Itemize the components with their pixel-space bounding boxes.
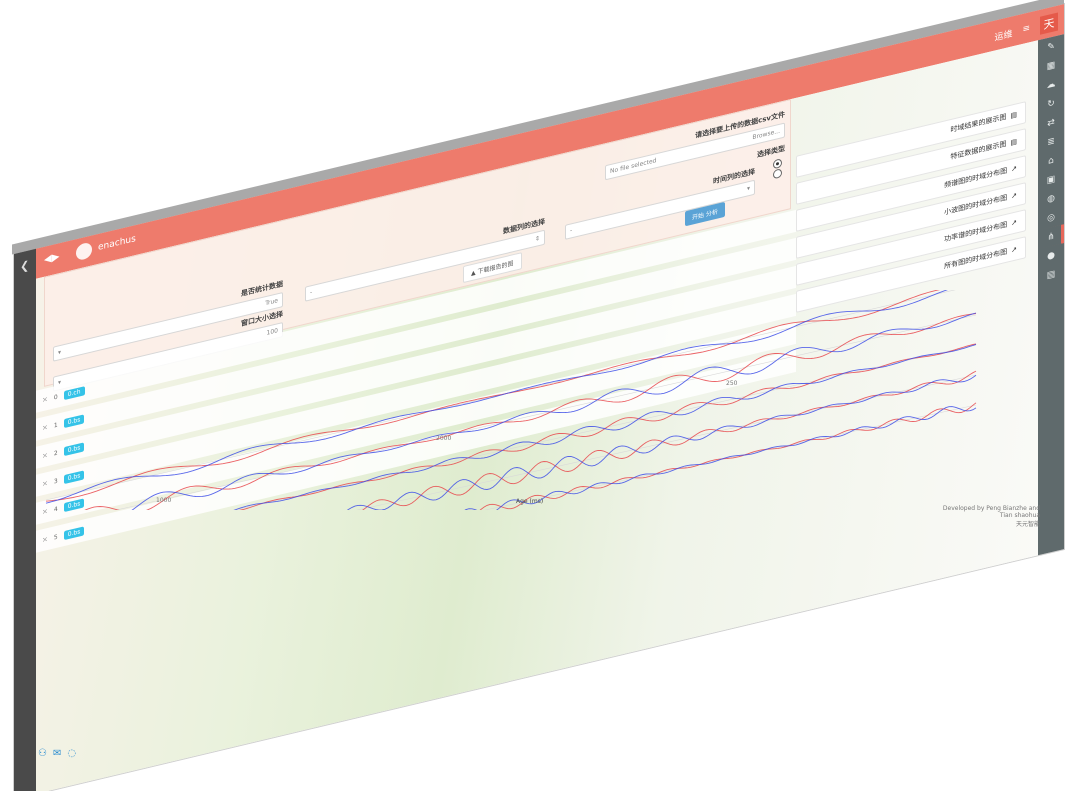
left-rail: ❮ xyxy=(14,248,36,791)
band-frame xyxy=(356,374,977,510)
series-line xyxy=(346,374,977,510)
series-line xyxy=(239,343,977,510)
close-icon[interactable]: × xyxy=(42,534,48,545)
footer-sub: 天元智能 xyxy=(1015,521,1040,528)
band-frame xyxy=(115,314,977,510)
band-frame xyxy=(483,404,977,510)
series-line xyxy=(479,402,977,510)
footer: Developed by Peng Bianzhe and Tian shaoh… xyxy=(930,505,1040,528)
line-chart-icon: ↗ xyxy=(1011,191,1017,201)
line-chart-icon: ↗ xyxy=(1011,218,1017,228)
chevron-left-icon[interactable]: ❮ xyxy=(20,258,30,274)
band-frame xyxy=(45,290,956,501)
series-line xyxy=(464,406,977,510)
chart-type-label: 小波图的时域分布图 xyxy=(944,193,1008,217)
bottom-icons: ⚇ ✉ ◌ xyxy=(38,748,76,759)
chart-type-label: 特征数据的展示图 xyxy=(950,139,1007,162)
band-frame xyxy=(233,344,977,510)
chart-type-label: 功率谱的时域分布图 xyxy=(944,220,1008,244)
chart-type-list: 时域结果的展示图 ▤ 特征数据的展示图 ▤ 频谱图的时域分布图 ↗ 小波图的时域分布图 ↗ 功率… xyxy=(796,101,1026,318)
x-tick-label: 250 xyxy=(726,380,738,387)
line-chart-icon: ↗ xyxy=(1011,164,1017,174)
type-radio-2[interactable] xyxy=(773,168,782,180)
line-chart: 1000 2000 250 xyxy=(45,290,977,510)
chart-type-label: 所有图的时域分布图 xyxy=(944,247,1008,271)
series-index: 5 xyxy=(53,533,58,542)
chart-xlabel: Age (ms) xyxy=(516,498,544,505)
series-line xyxy=(131,312,977,510)
series-line xyxy=(233,343,977,510)
x-tick-label: 1000 xyxy=(156,497,171,504)
footer-credit: Developed by Peng Bianzhe and Tian shaoh… xyxy=(942,505,1040,519)
file-placeholder: No file selected xyxy=(610,157,657,176)
brand-name: enachus xyxy=(98,234,136,254)
table-icon: ▤ xyxy=(1010,110,1017,120)
download-label: 下载报告的图 xyxy=(477,260,514,276)
chart-type-label: 时域结果的展示图 xyxy=(950,112,1007,135)
menu-icon[interactable]: ≡ xyxy=(1022,23,1030,35)
browse-button[interactable]: Browse... xyxy=(752,127,780,142)
collapse-icon[interactable]: ◀▶ xyxy=(44,251,60,266)
table-icon: ▤ xyxy=(1010,137,1017,147)
user-label[interactable]: 运维 xyxy=(994,28,1013,44)
chart-area: 1000 2000 250 Age (ms) xyxy=(36,290,996,510)
series-line xyxy=(45,290,948,504)
series-line xyxy=(362,370,977,510)
stepper-icon: ⇕ xyxy=(534,234,540,244)
github-icon[interactable]: ◌ xyxy=(67,748,77,759)
series-line xyxy=(84,313,977,510)
x-tick-label: 2000 xyxy=(436,435,451,442)
tian-badge[interactable]: 天 xyxy=(1040,12,1058,35)
type-radio-1[interactable] xyxy=(773,158,782,170)
side-icon-bar: ✎ ▦ ☁ ↻ ⇄ ≣ ⌂ ▣ ◍ ◎ ⋔ ● ▤ xyxy=(1038,34,1064,556)
col1-value: - xyxy=(570,227,573,235)
user-icon[interactable]: ⚇ xyxy=(38,748,47,759)
chat-icon[interactable]: ✉ xyxy=(52,748,62,759)
line-chart-icon: ↗ xyxy=(1011,245,1017,255)
chevron-down-icon: ▾ xyxy=(746,184,750,193)
logo-icon xyxy=(76,241,92,262)
chart-type-label: 频谱图的时域分布图 xyxy=(944,166,1008,190)
series-tag[interactable]: 0.bs xyxy=(63,525,85,540)
